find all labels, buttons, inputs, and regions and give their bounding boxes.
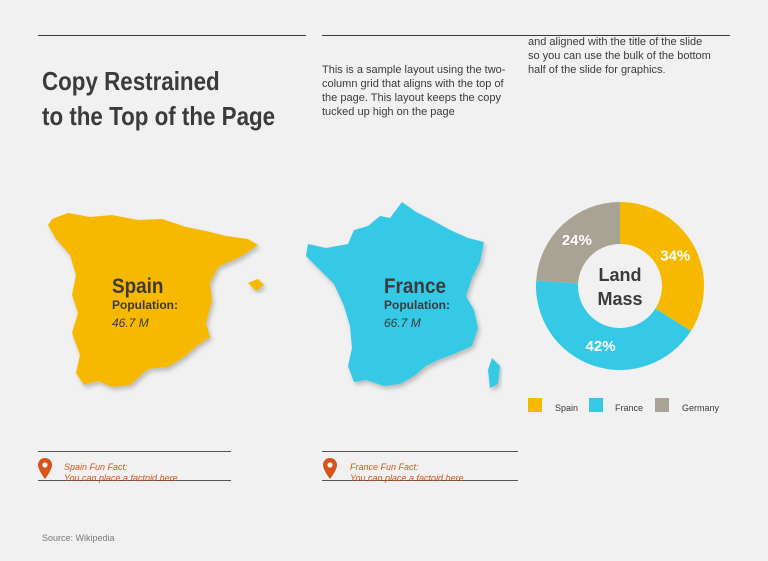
spain-island-mallorca [248, 279, 264, 291]
donut-label-france: 42% [586, 338, 616, 355]
france-fact-title: France Fun Fact: [350, 462, 419, 472]
france-fact-rule-bottom [322, 480, 518, 481]
spain-population-value: 46.7 M [112, 316, 149, 330]
land-mass-donut-chart: 34% 42% 24% Land Mass [536, 202, 704, 371]
spain-fact-text: You can place a factoid here [64, 473, 178, 483]
donut-slice-france [536, 280, 691, 371]
donut-slice-spain [620, 202, 704, 332]
france-population-label: Population: [384, 298, 450, 312]
legend-swatch-germany [655, 398, 669, 412]
donut-slice-germany [536, 202, 620, 284]
france-shape [306, 202, 484, 386]
legend-label-france: France [615, 403, 644, 413]
spain-fact-pin-icon [38, 458, 52, 479]
france-fact-pin-icon [323, 458, 337, 479]
spain-fun-fact: Spain Fun Fact: You can place a factoid … [64, 462, 178, 484]
intro-right-line-1: and aligned with the title of the slide [528, 36, 703, 48]
legend-swatch-spain [528, 398, 542, 412]
france-population-value: 66.7 M [384, 316, 421, 330]
spain-population-label: Population: [112, 298, 178, 312]
intro-paragraph-right: and aligned with the title of the slide … [528, 35, 713, 77]
spain-map [48, 213, 264, 387]
donut-label-spain: 34% [660, 248, 690, 265]
page-title: Copy Restrained to the Top of the Page [42, 64, 275, 134]
france-fact-rule-top [322, 451, 518, 452]
donut-label-germany: 24% [562, 232, 592, 249]
source-note: Source: Wikipedia [42, 533, 115, 543]
france-name: France [384, 275, 446, 298]
top-rule-left [38, 35, 306, 36]
spain-fact-rule-bottom [38, 480, 231, 481]
legend-label-germany: Germany [682, 403, 720, 413]
spain-fact-title: Spain Fun Fact: [64, 462, 128, 472]
france-island-corsica [488, 358, 500, 388]
france-fun-fact: France Fun Fact: You can place a factoid… [350, 462, 464, 484]
france-map [306, 202, 500, 388]
donut-center-label-line-1: Land [599, 265, 642, 285]
spain-name: Spain [112, 275, 164, 298]
top-rule-right [322, 35, 730, 36]
intro-right-line-2: so you can use the bulk of the bottom ha… [528, 50, 711, 76]
france-fact-text: You can place a factoid here [350, 473, 464, 483]
title-line-2: to the Top of the Page [42, 101, 276, 131]
title-line-1: Copy Restrained [42, 66, 220, 96]
spain-fact-rule-top [38, 451, 231, 452]
intro-paragraph-left: This is a sample layout using the two-co… [322, 64, 506, 118]
spain-shape [48, 213, 258, 387]
donut-center-label-line-2: Mass [597, 289, 642, 309]
legend-label-spain: Spain [555, 403, 579, 413]
legend-swatch-france [589, 398, 603, 412]
